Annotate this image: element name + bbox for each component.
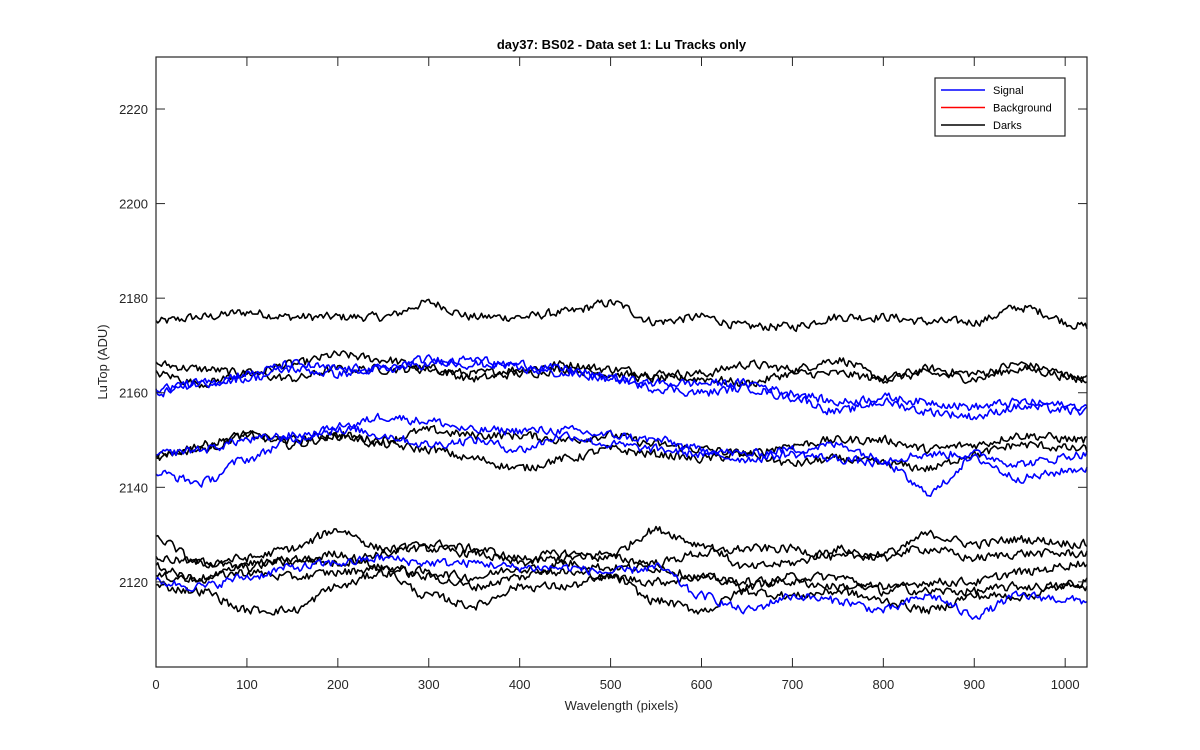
legend-label: Signal [993, 85, 1024, 97]
darks-series-line [155, 563, 1088, 597]
axes-box [155, 56, 1088, 668]
signal-series-line [155, 412, 1088, 468]
darks-series-line [155, 525, 1088, 570]
y-tick-label: 2160 [119, 386, 148, 401]
x-tick-label: 500 [600, 677, 622, 692]
legend: Signal Background Darks [934, 77, 1066, 137]
x-tick-label: 700 [782, 677, 804, 692]
legend-label: Background [993, 103, 1052, 115]
x-tick-label: 900 [963, 677, 985, 692]
plot-area [156, 57, 1087, 667]
x-tick-label: 400 [509, 677, 531, 692]
signal-series-line [155, 553, 1088, 620]
x-tick-label: 0 [152, 677, 159, 692]
ticks-layer: 0 100 200 300 400 500 600 700 800 900 1000 2120 2140… [119, 57, 1087, 692]
signal-series-line [155, 354, 1088, 412]
y-tick-label: 2140 [119, 480, 148, 495]
x-tick-label: 100 [236, 677, 258, 692]
y-axis-label: LuTop (ADU) [95, 324, 110, 399]
chart-title: day37: BS02 - Data set 1: Lu Tracks only [497, 37, 747, 52]
y-tick-label: 2200 [119, 197, 148, 212]
darks-series-line [155, 298, 1088, 333]
signal-series-line [155, 421, 1088, 498]
y-tick-label: 2120 [119, 575, 148, 590]
series-layer [155, 298, 1088, 620]
signal-series-line [155, 355, 1088, 421]
x-tick-label: 300 [418, 677, 440, 692]
darks-series-line [155, 363, 1088, 389]
x-tick-label: 600 [691, 677, 713, 692]
y-tick-label: 2220 [119, 102, 148, 117]
x-tick-label: 800 [872, 677, 894, 692]
darks-series-line [155, 568, 1088, 616]
x-tick-label: 1000 [1051, 677, 1080, 692]
x-axis-label: Wavelength (pixels) [565, 698, 679, 713]
legend-label: Darks [993, 120, 1022, 132]
x-tick-label: 200 [327, 677, 349, 692]
darks-series-line [155, 350, 1088, 384]
y-tick-label: 2180 [119, 291, 148, 306]
